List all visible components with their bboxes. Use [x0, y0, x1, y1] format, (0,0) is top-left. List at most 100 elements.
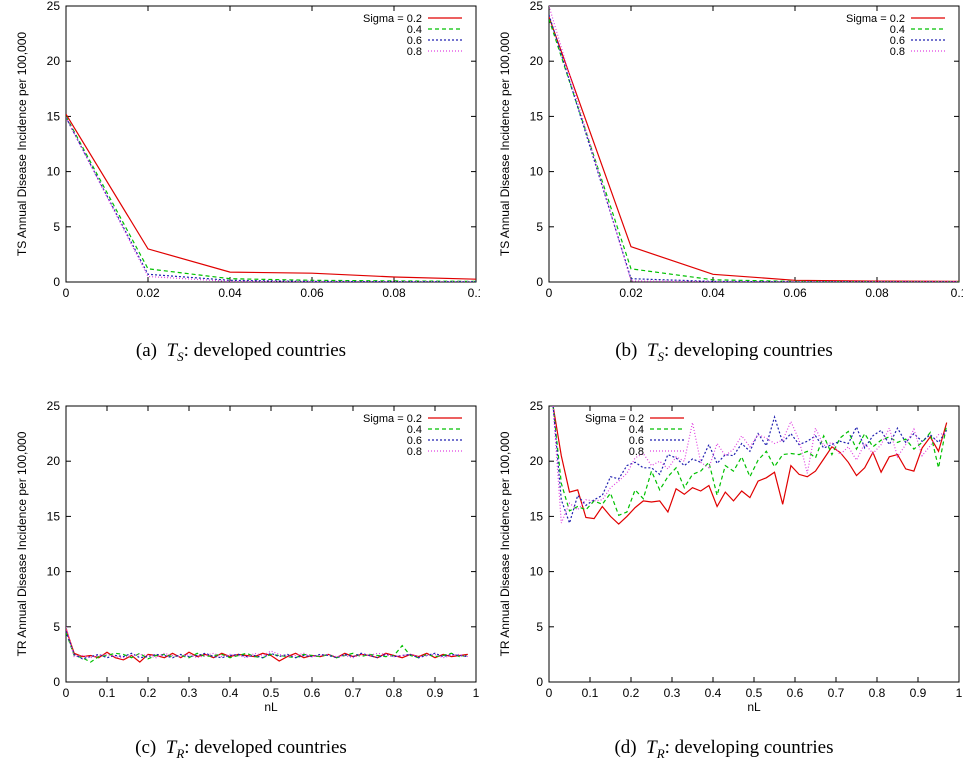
chart-d-svg: 0 0.1 0.2 0.3 0.4 0.5 0.6 0.7 0.8 0.9 10510152025n…	[498, 399, 963, 714]
x-tick-label: 0.6	[304, 686, 321, 700]
chart-panel-c: 0 0.1 0.2 0.3 0.4 0.5 0.6 0.7 0.8 0.9 1 0 5 10 15 20 25 n…	[0, 390, 480, 725]
x-tick-label: 0.08	[865, 286, 889, 300]
x-tick-label: 0	[546, 286, 553, 300]
plot-frame	[65, 5, 477, 283]
caption-c: (c) TR: developed countries	[135, 737, 347, 761]
x-tick-label: 0	[63, 686, 70, 700]
chart-panel-d: 0 0.1 0.2 0.3 0.4 0.5 0.6 0.7 0.8 0.9 1 0 5 10 15 20 25 n…	[483, 390, 963, 725]
x-tick-label: 0.3	[664, 686, 681, 700]
y-tick-label: 10	[530, 565, 544, 579]
y-axis-label: TR Annual Disease Incidence per 100,000	[15, 431, 29, 656]
y-tick-label: 15	[47, 509, 61, 523]
legend-label: 0.6	[407, 35, 422, 47]
legend-label: 0.6	[407, 435, 422, 447]
legend-label: 0.4	[629, 424, 644, 436]
x-tick-label: 0.1	[582, 686, 599, 700]
x-tick-label: 0.04	[701, 286, 725, 300]
x-tick-label: 0	[546, 686, 553, 700]
x-tick-label: 0.3	[181, 686, 198, 700]
legend-label: 0.8	[407, 446, 422, 458]
legend-label: Sigma = 0.2	[363, 413, 422, 425]
y-tick-label: 20	[530, 454, 544, 468]
plot-frame	[548, 405, 960, 683]
x-tick-label: 0.1	[468, 286, 480, 300]
series-line-2	[66, 116, 476, 282]
plot-frame	[548, 5, 960, 283]
series-line-4	[66, 626, 468, 659]
series-line-4	[552, 406, 947, 524]
y-axis-label: TR Annual Disease Incidence per 100,000	[498, 431, 512, 656]
y-tick-label: 10	[47, 165, 61, 179]
y-tick-label: 0	[53, 275, 60, 289]
x-tick-label: 0.7	[828, 686, 845, 700]
y-tick-label: 0	[536, 275, 543, 289]
y-tick-label: 10	[47, 565, 61, 579]
x-tick-label: 0.9	[427, 686, 444, 700]
chart-b-svg: 00.020.040.060.080.10510152025nLTS Annua…	[498, 0, 965, 314]
legend-label: Sigma = 0.2	[846, 13, 905, 25]
series-line-4	[549, 6, 959, 282]
legend-label: 0.4	[890, 24, 905, 36]
y-tick-label: 15	[530, 109, 544, 123]
y-tick-label: 0	[536, 675, 543, 689]
x-tick-label: 0.2	[623, 686, 640, 700]
x-tick-label: 0.5	[746, 686, 763, 700]
legend-label: 0.6	[890, 35, 905, 47]
y-tick-label: 20	[530, 54, 544, 68]
x-tick-label: 0.02	[136, 286, 160, 300]
x-tick-label: 0	[63, 286, 70, 300]
chart-a-svg: 00.020.040.060.080.10510152025nLTS Annua…	[15, 0, 485, 314]
y-tick-label: 5	[536, 220, 543, 234]
x-tick-label: 0.4	[705, 686, 722, 700]
legend-label: 0.4	[407, 424, 422, 436]
series-line-2	[552, 406, 948, 517]
y-axis-label: TS Annual Disease Incidence per 100,000	[498, 32, 512, 256]
chart-panel-b: 00.020.040.060.080.10510152025nLTS Annua…	[483, 0, 965, 314]
y-tick-label: 15	[47, 109, 61, 123]
x-tick-label: 0.4	[222, 686, 239, 700]
legend-label: 0.8	[407, 46, 422, 58]
x-tick-label: 0.8	[869, 686, 886, 700]
x-tick-label: 0.04	[218, 286, 242, 300]
x-tick-label: 0.9	[910, 686, 927, 700]
legend-label: 0.6	[629, 435, 644, 447]
y-axis-label: TS Annual Disease Incidence per 100,000	[15, 32, 29, 256]
x-tick-label: 0.06	[783, 286, 807, 300]
x-axis-label: nL	[264, 700, 278, 714]
x-tick-label: 1	[956, 686, 963, 700]
y-tick-label: 10	[530, 165, 544, 179]
caption-d: (d) TR: developing countries	[614, 737, 834, 761]
y-tick-label: 25	[47, 0, 61, 13]
series-line-4	[66, 117, 476, 282]
caption-a: (a) TS: developed countries	[135, 340, 347, 364]
y-tick-label: 20	[47, 54, 61, 68]
x-tick-label: 0.5	[263, 686, 280, 700]
legend-label: 0.8	[629, 446, 644, 458]
x-axis-label: nL	[747, 700, 761, 714]
legend-label: Sigma = 0.2	[585, 413, 644, 425]
y-tick-label: 25	[530, 399, 544, 413]
x-tick-label: 0.02	[619, 286, 643, 300]
x-tick-label: 0.1	[99, 686, 116, 700]
y-tick-label: 5	[53, 620, 60, 634]
caption-b: (b) TS: developing countries	[615, 340, 833, 364]
y-tick-label: 25	[47, 399, 61, 413]
series-line-1	[552, 406, 948, 525]
legend-label: 0.4	[407, 24, 422, 36]
y-tick-label: 15	[530, 509, 544, 523]
series-line-2	[66, 632, 468, 663]
y-tick-label: 0	[53, 675, 60, 689]
series-line-1	[549, 16, 959, 282]
series-line-1	[66, 113, 476, 280]
y-tick-label: 5	[536, 620, 543, 634]
chart-panel-a: 00.020.040.060.080.10510152025nLTS Annua…	[0, 0, 485, 314]
legend-label: Sigma = 0.2	[363, 13, 422, 25]
y-tick-label: 25	[530, 0, 544, 13]
legend-label: 0.8	[890, 46, 905, 58]
series-line-3	[66, 117, 476, 282]
x-tick-label: 0.6	[787, 686, 804, 700]
x-tick-label: 0.7	[345, 686, 362, 700]
y-tick-label: 20	[47, 454, 61, 468]
x-tick-label: 0.2	[140, 686, 157, 700]
series-line-3	[552, 406, 948, 525]
